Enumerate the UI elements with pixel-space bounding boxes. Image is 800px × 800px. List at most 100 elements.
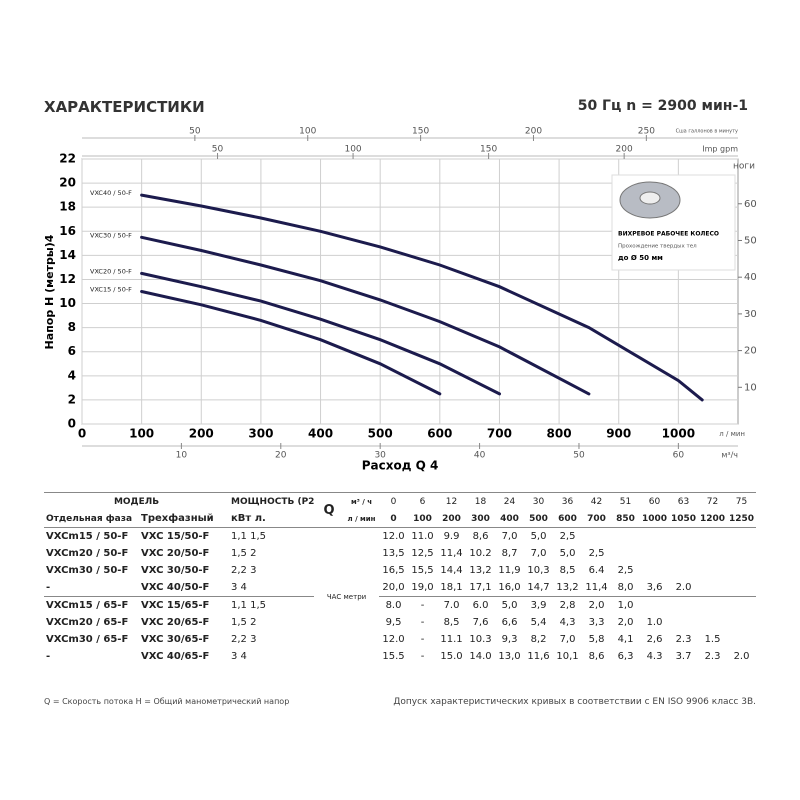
table-row: VXCm30 / 65-F VXC 30/65-F 2,2 3 12.0 - 11.1 10… [44,631,756,648]
x-tick-label: 1000 [662,427,695,441]
table-row: - VXC 40/50-F 3 4 20,0 19,0 18,1 17,1 16,0 14,7 1… [44,579,756,597]
header-cell: 51 [611,492,641,510]
power: 2,2 3 [231,565,257,576]
model-three: VXC 40/50-F [141,582,210,593]
head-value: 10,1 [556,651,579,662]
head-value: 11,4 [440,548,463,559]
head-value: 8,6 [466,527,496,545]
header-cell: 6 [408,492,438,510]
head-value [727,579,756,597]
header-cell: 63 [669,492,699,510]
footer-tolerance: Допуск характеристических кривых в соотв… [393,697,756,707]
head-value: 2.3 [675,634,692,645]
model-single: VXCm30 / 50-F [46,565,129,576]
x-extra-tick-label: 30 [374,451,386,461]
head-value: 8,6 [588,651,605,662]
x-extra-tick-label: 10 [176,451,188,461]
head-value [669,545,698,562]
head-value: 1,0 [611,596,641,614]
model-three: VXC 15/65-F [139,596,230,614]
series-label: VXC20 / 50-F [90,267,132,275]
head-value: 18,1 [440,582,463,593]
head-value: 8.0 [379,596,409,614]
head-value: 8,5 [443,617,460,628]
head-value: 10.3 [469,634,492,645]
header-cell: МОДЕЛЬ [44,492,230,510]
header-cell: 60 [640,492,670,510]
x-tick-label: 800 [547,427,572,441]
head-value: - [420,617,425,628]
head-value [611,545,640,562]
header-cell: 75 [727,492,757,510]
curve [140,193,704,402]
model-three: VXC 30/65-F [141,634,210,645]
header-cell: Q [314,492,345,528]
series-label: VXC30 / 50-F [90,231,132,239]
x-extra-axis-title: Сша галлонов в минуту [676,129,738,135]
head-value: 14.0 [469,651,492,662]
head-value: 9,5 [385,617,402,628]
header-cell: 500 [529,513,548,524]
head-value: 16,5 [382,565,405,576]
head-value [640,596,670,614]
inset-note: Прохождение твердых тел [618,244,697,250]
head-value: 4,1 [617,634,634,645]
table-row: VXCm20 / 65-F VXC 20/65-F 1,5 2 9,5 - 8,5 7,6 6… [44,614,756,631]
head-value: 2,0 [582,596,612,614]
y2-tick-label: 50 [744,235,757,246]
footer-legend: Q = Скорость потока H = Общий манометрич… [44,697,290,706]
header-cell: 0 [390,513,397,524]
head-value: 4,3 [559,617,576,628]
x-extra-tick-label: 100 [344,145,361,155]
head-value: 13,2 [556,582,579,593]
y-tick-label: 2 [68,392,76,406]
head-value: 13,2 [469,565,492,576]
head-value: 14,4 [440,565,463,576]
power: 3 4 [231,651,247,662]
head-value: 11.1 [440,634,463,645]
model-single: - [46,651,51,662]
head-value: 19,0 [411,582,434,593]
head-value: 11,6 [527,651,550,662]
y-tick-label: 0 [68,417,76,431]
y-tick-label: 12 [59,272,76,286]
header-cell: МОЩНОСТЬ (P2) [229,492,315,510]
y-tick-label: 6 [68,344,76,358]
x-extra-tick-label: 50 [189,127,201,137]
y-tick-label: 14 [59,248,76,262]
head-value: 15.5 [382,651,405,662]
speed: 50 Гц n = 2900 мин-1 [577,98,748,114]
power: 1,5 2 [231,617,257,628]
header-cell: Трехфазный [141,513,214,524]
x-extra-tick-label: 250 [638,127,655,137]
inset-title: ВИХРЕВОЕ РАБОЧЕЕ КОЛЕСО [618,231,719,238]
x-extra-tick-label: 40 [474,451,486,461]
head-value: 9,3 [501,634,518,645]
y2-axis-title: ноги [733,162,755,172]
head-value [640,562,669,579]
head-value [727,614,756,631]
header-cell: Отдельная фаза [46,513,133,524]
x-extra-tick-label: 200 [616,145,633,155]
x-tick-label: 0 [78,427,86,441]
x-extra-tick-label: 150 [412,127,429,137]
header-cell: 0 [379,492,409,510]
head-value: 15.0 [440,651,463,662]
power: 2,2 3 [231,634,257,645]
head-value [698,614,727,631]
model-single: VXCm30 / 65-F [46,634,129,645]
power: 3 4 [231,582,247,593]
head-value: 2,5 [553,527,583,545]
head-value: 8,7 [501,548,518,559]
model-three: VXC 30/50-F [141,565,210,576]
x-tick-label: 300 [248,427,273,441]
header-cell: 18 [466,492,496,510]
y-tick-label: 16 [59,224,76,238]
head-value: 2,5 [617,565,634,576]
head-value: 8,2 [530,634,547,645]
head-value: 5,0 [559,548,576,559]
head-value: 2.0 [675,582,692,593]
header-cell: 1000 [642,513,668,524]
y2-tick-label: 10 [744,382,757,393]
x-tick-label: 900 [606,427,631,441]
